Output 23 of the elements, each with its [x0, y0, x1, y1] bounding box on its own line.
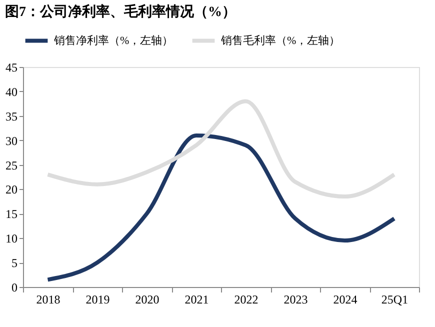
y-tick-label: 45	[6, 60, 18, 74]
x-tick-label: 2019	[86, 292, 110, 306]
line-series	[46, 133, 396, 282]
x-tick-label: 2022	[234, 292, 258, 306]
x-tick-label: 2020	[135, 292, 160, 306]
y-tick-label: 40	[6, 84, 18, 99]
legend-label: 销售毛利率（%，左轴）	[220, 34, 340, 47]
legend-label: 销售净利率（%，左轴）	[53, 34, 174, 47]
y-tick-label: 20	[6, 182, 18, 197]
line-series	[46, 99, 396, 199]
y-tick-label: 10	[6, 232, 18, 246]
y-tick-label: 35	[6, 109, 18, 124]
y-tick-label: 0	[12, 280, 18, 294]
x-tick-label: 2024	[333, 292, 358, 306]
x-tick-label: 2023	[284, 292, 308, 306]
chart-title: 图7：公司净利率、毛利率情况（%）	[5, 3, 236, 20]
y-tick-label: 30	[6, 134, 18, 148]
y-tick-label: 25	[6, 158, 18, 172]
x-tick-label: 2018	[36, 292, 60, 306]
x-tick-label: 25Q1	[381, 292, 408, 306]
y-tick-label: 5	[12, 256, 18, 270]
x-tick-label: 2021	[184, 292, 209, 306]
y-tick-label: 15	[6, 207, 18, 222]
